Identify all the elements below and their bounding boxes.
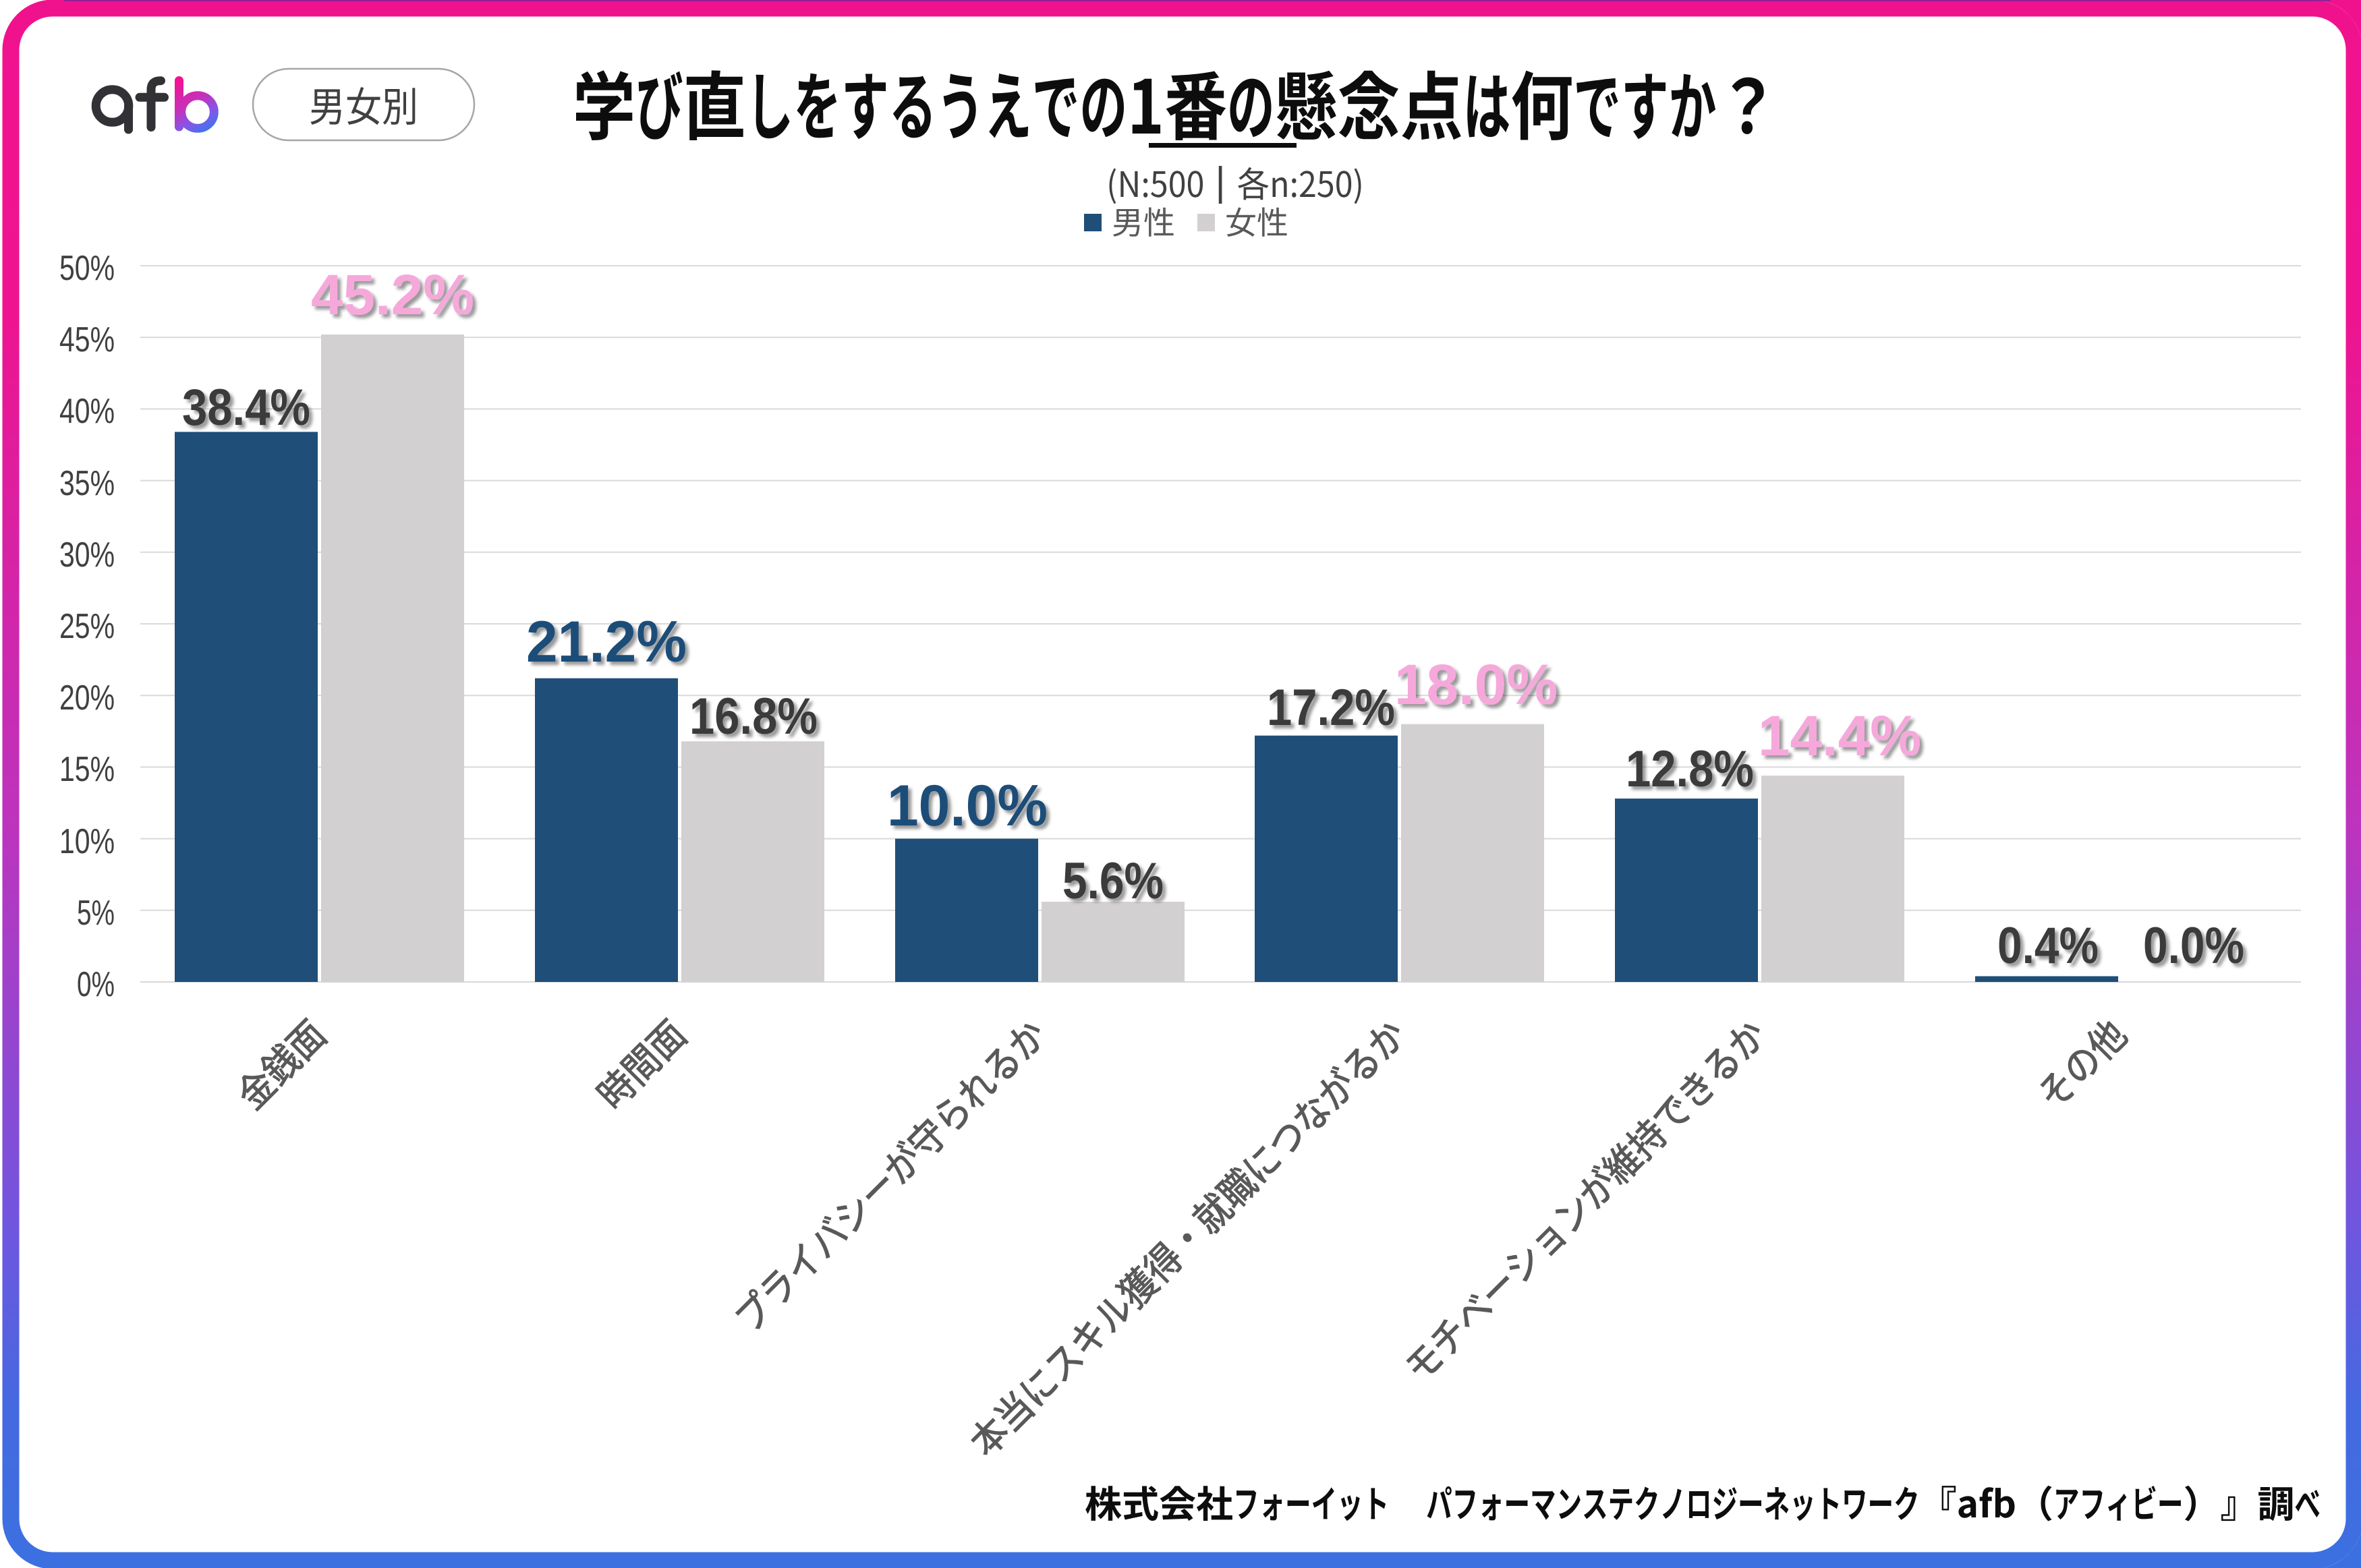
svg-text:40%: 40% (59, 392, 115, 431)
svg-text:0.0%: 0.0% (2143, 917, 2244, 975)
svg-text:0.4%: 0.4% (1997, 917, 2099, 975)
svg-text:38.4%: 38.4% (182, 379, 310, 436)
svg-text:45.2%: 45.2% (311, 263, 474, 326)
svg-text:0%: 0% (77, 965, 115, 1004)
svg-text:16.8%: 16.8% (689, 688, 818, 745)
svg-text:10%: 10% (59, 822, 115, 861)
svg-text:12.8%: 12.8% (1626, 741, 1754, 798)
svg-text:45%: 45% (59, 320, 115, 359)
svg-text:21.2%: 21.2% (526, 610, 687, 674)
svg-text:5.6%: 5.6% (1062, 852, 1164, 910)
svg-text:5%: 5% (77, 894, 115, 933)
svg-text:17.2%: 17.2% (1267, 679, 1395, 736)
svg-text:14.4%: 14.4% (1758, 704, 1921, 767)
svg-text:50%: 50% (59, 249, 115, 288)
svg-text:20%: 20% (59, 678, 115, 718)
svg-text:25%: 25% (59, 607, 115, 646)
svg-text:18.0%: 18.0% (1394, 653, 1558, 716)
svg-text:15%: 15% (59, 750, 115, 789)
svg-text:30%: 30% (59, 535, 115, 575)
svg-text:35%: 35% (59, 464, 115, 503)
svg-text:10.0%: 10.0% (887, 774, 1048, 838)
